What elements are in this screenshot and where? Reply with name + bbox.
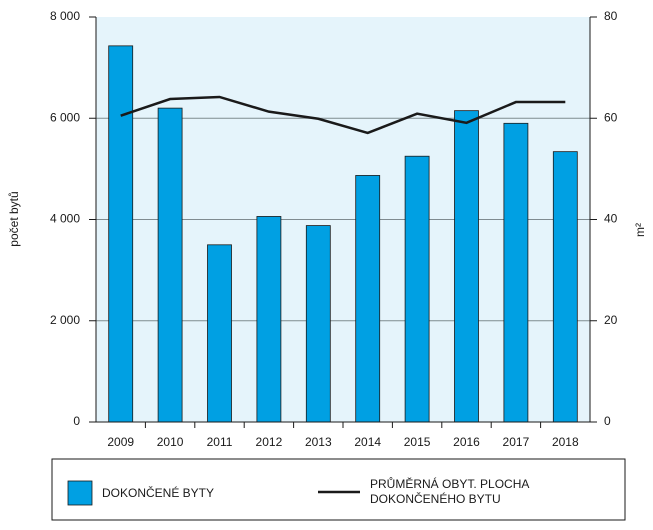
y2-tick-label: 20: [604, 313, 618, 327]
bar: [503, 122, 529, 423]
legend-label: PRŮMĚRNÁ OBYT. PLOCHA DOKONČENÉHO BYTU: [370, 477, 529, 506]
x-tick-label: 2017: [503, 435, 530, 449]
x-tick-label: 2009: [107, 435, 134, 449]
y-axis-label: počet bytů: [7, 191, 21, 246]
y2-axis-label: m²: [633, 223, 647, 237]
bar: [207, 244, 232, 423]
x-tick-label: 2013: [305, 435, 332, 449]
y-tick-label: 0: [73, 414, 80, 428]
y-tick-label: 8 000: [50, 9, 80, 23]
bar: [305, 225, 331, 423]
x-tick-label: 2014: [354, 435, 381, 449]
line: [120, 95, 566, 135]
y-tick-label: 2 000: [50, 313, 80, 327]
y2-tick-label: 0: [604, 414, 611, 428]
x-tick-label: 2011: [207, 435, 233, 449]
x-tick-label: 2018: [552, 435, 579, 449]
y2-tick-label: 40: [604, 212, 618, 226]
bar: [552, 151, 578, 423]
y-tick-label: 6 000: [50, 110, 80, 124]
x-tick-label: 2015: [404, 435, 431, 449]
y-tick-label: 4 000: [50, 212, 80, 226]
y2-tick-label: 80: [604, 9, 618, 23]
x-tick-label: 2010: [157, 435, 184, 449]
bar: [355, 175, 381, 423]
bar: [157, 107, 183, 423]
legend-label: DOKONČENÉ BYTY: [102, 486, 215, 500]
y2-tick-label: 60: [604, 110, 618, 124]
x-tick-label: 2012: [256, 435, 283, 449]
bar: [108, 45, 134, 423]
legend-swatch: [67, 480, 93, 506]
bar: [454, 110, 479, 423]
legend-box: [51, 458, 626, 521]
x-tick-label: 2016: [453, 435, 480, 449]
bar: [256, 216, 282, 423]
bar: [404, 155, 430, 423]
